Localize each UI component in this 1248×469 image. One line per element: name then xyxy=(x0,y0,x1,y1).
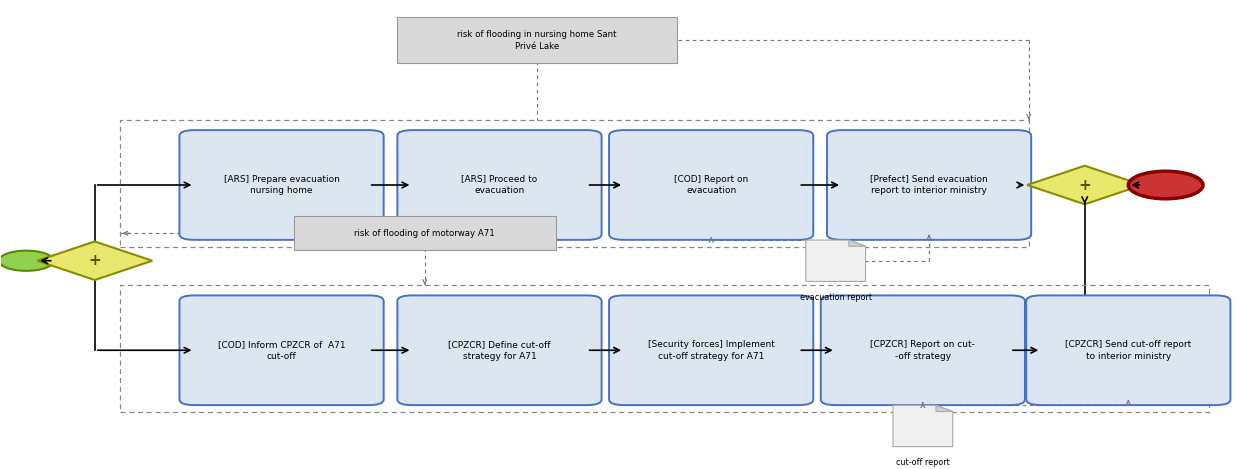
Polygon shape xyxy=(936,405,952,411)
FancyBboxPatch shape xyxy=(1026,295,1231,405)
FancyBboxPatch shape xyxy=(609,295,814,405)
Text: risk of flooding of motorway A71: risk of flooding of motorway A71 xyxy=(354,229,495,238)
Polygon shape xyxy=(37,242,152,280)
Polygon shape xyxy=(849,240,866,246)
Text: [CPZCR] Send cut-off report
to interior ministry: [CPZCR] Send cut-off report to interior … xyxy=(1066,340,1192,361)
Text: cut-off report: cut-off report xyxy=(896,458,950,467)
Text: [ARS] Proceed to
evacuation: [ARS] Proceed to evacuation xyxy=(462,174,538,196)
Text: [ARS] Prepare evacuation
nursing home: [ARS] Prepare evacuation nursing home xyxy=(223,174,339,196)
Polygon shape xyxy=(806,240,866,281)
Text: [Security forces] Implement
cut-off strategy for A71: [Security forces] Implement cut-off stra… xyxy=(648,340,775,361)
Circle shape xyxy=(1128,171,1203,199)
Text: +: + xyxy=(1078,177,1091,192)
FancyBboxPatch shape xyxy=(397,130,602,240)
Text: evacuation report: evacuation report xyxy=(800,293,871,302)
Text: [CPZCR] Define cut-off
strategy for A71: [CPZCR] Define cut-off strategy for A71 xyxy=(448,340,550,361)
Polygon shape xyxy=(1027,166,1142,204)
Text: [COD] Report on
evacuation: [COD] Report on evacuation xyxy=(674,174,749,196)
FancyBboxPatch shape xyxy=(180,130,383,240)
FancyBboxPatch shape xyxy=(180,295,383,405)
FancyBboxPatch shape xyxy=(397,17,676,63)
Polygon shape xyxy=(894,405,952,446)
Text: +: + xyxy=(89,253,101,268)
Circle shape xyxy=(0,250,54,271)
FancyBboxPatch shape xyxy=(827,130,1031,240)
Text: risk of flooding in nursing home Sant
Privé Lake: risk of flooding in nursing home Sant Pr… xyxy=(457,30,617,51)
Text: [Prefect] Send evacuation
report to interior ministry: [Prefect] Send evacuation report to inte… xyxy=(870,174,988,196)
Text: [CPZCR] Report on cut-
-off strategy: [CPZCR] Report on cut- -off strategy xyxy=(870,340,975,361)
FancyBboxPatch shape xyxy=(397,295,602,405)
FancyBboxPatch shape xyxy=(295,216,555,250)
FancyBboxPatch shape xyxy=(609,130,814,240)
FancyBboxPatch shape xyxy=(821,295,1025,405)
Text: [COD] Inform CPZCR of  A71
cut-off: [COD] Inform CPZCR of A71 cut-off xyxy=(217,340,346,361)
